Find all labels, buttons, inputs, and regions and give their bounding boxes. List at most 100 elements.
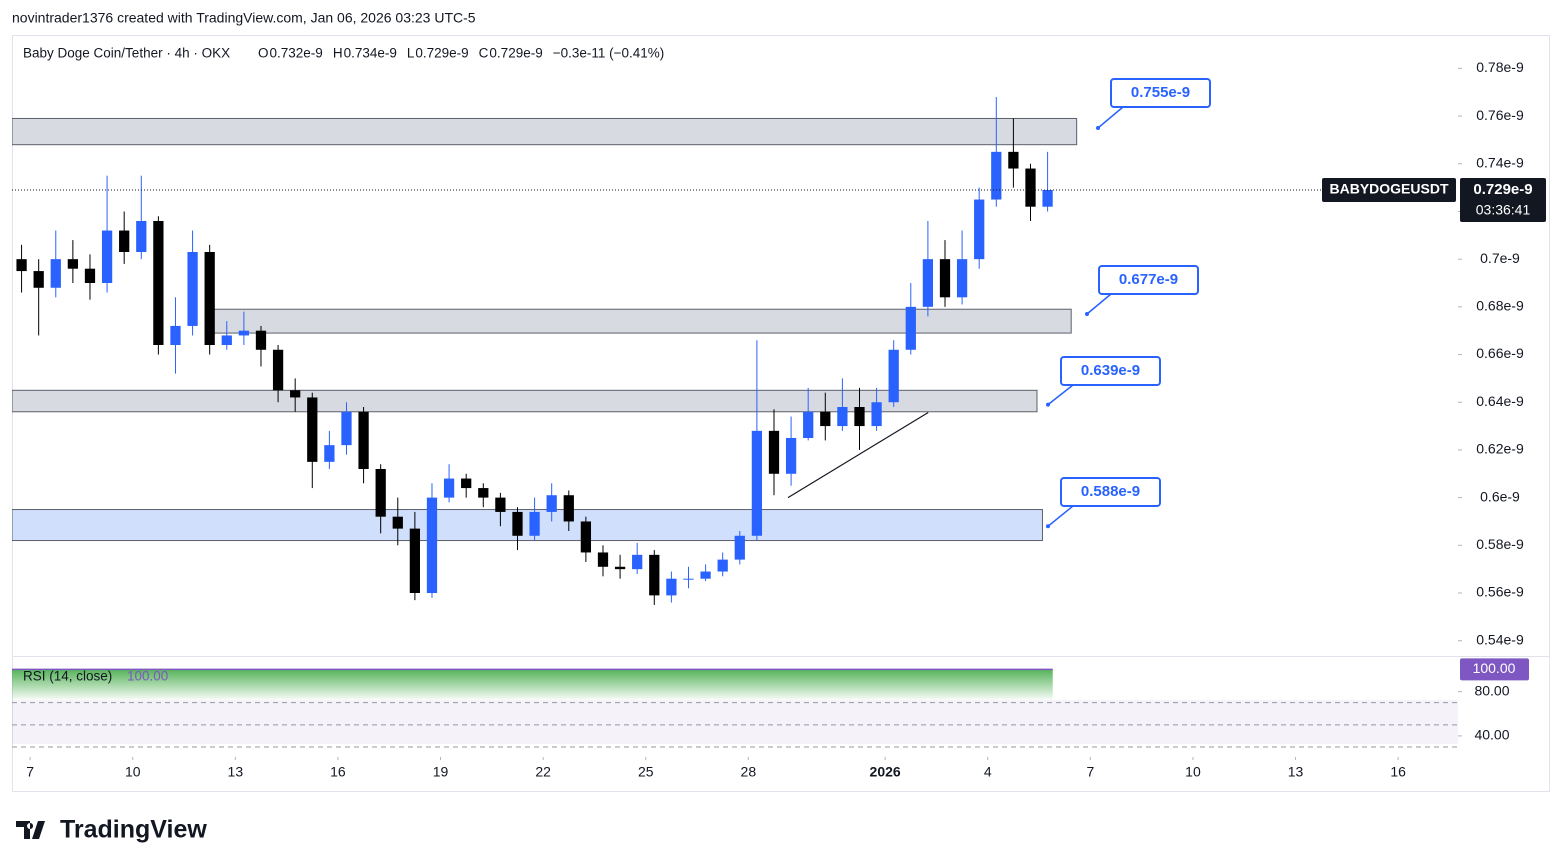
ohlc-key: H	[333, 46, 343, 61]
callout-box	[1110, 78, 1211, 108]
overlay: 0.755e-9 0.677e-9 0.639e-9 0.588e-9 0.54e-9 0…	[12, 59, 1546, 780]
y-tick-label: 0.56e-9	[1476, 584, 1524, 600]
candle-body	[803, 411, 814, 438]
candle-body	[888, 349, 899, 403]
ohlc-change: −0.3e-11 (−0.41%)	[553, 46, 665, 61]
x-tick-label: 22	[535, 764, 551, 780]
zone	[12, 389, 1038, 413]
y-tick-label: 0.62e-9	[1476, 441, 1524, 457]
rsi-legend-name: RSI (14, close)	[23, 669, 112, 684]
last-price-tag	[1460, 178, 1546, 222]
candle-body	[170, 325, 181, 345]
candle-body	[136, 221, 147, 252]
callout-box	[1060, 477, 1161, 507]
logo: TradingView	[16, 816, 207, 844]
chart-frame	[12, 35, 1550, 792]
y-tick-label: 0.66e-9	[1476, 345, 1524, 361]
zone	[204, 308, 1072, 334]
ohlc-key: L	[407, 46, 415, 61]
candle-body	[751, 430, 763, 536]
candle-body	[119, 230, 130, 252]
trendline	[787, 411, 929, 499]
symbol-tag	[1322, 178, 1456, 202]
candle-body	[358, 411, 369, 469]
candle-body	[905, 306, 916, 350]
candle-body	[238, 330, 250, 336]
candle-body	[290, 390, 301, 398]
candle-body	[854, 407, 865, 427]
callout-pointer	[1047, 505, 1074, 527]
candle-body	[837, 407, 848, 427]
candle-body	[67, 259, 79, 269]
y-tick-label: 0.68e-9	[1476, 298, 1524, 314]
candle-body	[922, 259, 934, 307]
candle-body	[478, 488, 489, 498]
candle-body	[50, 259, 61, 288]
candle-body	[580, 521, 592, 553]
symbol-legend: Baby Doge Coin/Tether · 4h · OKX	[23, 46, 230, 61]
callout-pointer	[1097, 106, 1124, 129]
candle-body	[785, 438, 797, 474]
x-tick-label: 13	[1288, 764, 1304, 780]
ohlc-value: 0.732e-9	[270, 46, 323, 61]
attribution: novintrader1376 created with TradingView…	[12, 10, 476, 26]
rsi-legend-value: 100.00	[127, 669, 168, 684]
candle-body	[871, 402, 882, 427]
legend: Baby Doge Coin/Tether · 4h · OKX O 0.732e…	[23, 46, 664, 61]
candle-body	[187, 252, 198, 326]
x-tick-label: 4	[984, 764, 992, 780]
ohlc-key: O	[258, 46, 269, 61]
callout-tip	[1046, 402, 1050, 407]
candle-body	[392, 516, 403, 529]
candle-body	[443, 478, 455, 498]
callout-label: 0.588e-9	[1081, 483, 1140, 500]
x-tick-label: 7	[1086, 764, 1094, 780]
candle-body	[84, 268, 96, 283]
zone	[12, 117, 1078, 146]
x-tick-label: 19	[433, 764, 449, 780]
candle-body	[546, 495, 557, 512]
candle-body	[221, 335, 232, 345]
candle-body	[341, 411, 352, 446]
ohlc-key: C	[479, 46, 489, 61]
ohlc-value: 0.734e-9	[344, 46, 397, 61]
callout-tip	[1096, 126, 1100, 130]
candle-body	[563, 495, 574, 522]
x-tick-label: 16	[1390, 764, 1406, 780]
candle-body	[649, 554, 660, 596]
candle-body	[495, 497, 506, 512]
callout-tip	[1046, 524, 1050, 529]
x-tick-label: 16	[330, 764, 346, 780]
candle-body	[272, 349, 284, 391]
candle-body	[700, 571, 711, 579]
x-tick-label: 13	[228, 764, 244, 780]
candle-body	[324, 445, 335, 462]
callout-label: 0.677e-9	[1119, 271, 1178, 288]
candle-body	[204, 252, 215, 345]
candle-body	[666, 578, 677, 596]
x-tick-label: 28	[741, 764, 757, 780]
candle-body	[426, 497, 438, 593]
logo-text: TradingView	[60, 816, 207, 844]
candle-body	[307, 397, 318, 462]
rsi-overbought-fill	[12, 669, 1053, 700]
price-pane	[12, 97, 1078, 605]
last-price-label: 0.729e-9	[1473, 181, 1532, 198]
countdown: 03:36:41	[1476, 202, 1531, 218]
rsi-band	[12, 700, 1458, 744]
candle-body	[956, 259, 968, 298]
candle-body	[461, 478, 472, 489]
candle-body	[734, 535, 745, 560]
zone	[12, 509, 1043, 542]
candle-body	[529, 511, 540, 536]
candle-body	[768, 430, 780, 474]
callout-box	[1098, 265, 1199, 295]
x-tick-label: 25	[638, 764, 654, 780]
ohlc-value: 0.729e-9	[489, 46, 542, 61]
logo-icon	[16, 821, 45, 839]
y-tick-label: 0.64e-9	[1476, 393, 1524, 409]
y-tick-label: 0.7e-9	[1480, 250, 1520, 266]
rsi-tick-label: 100.00	[1473, 660, 1516, 676]
candle-body	[153, 221, 164, 345]
